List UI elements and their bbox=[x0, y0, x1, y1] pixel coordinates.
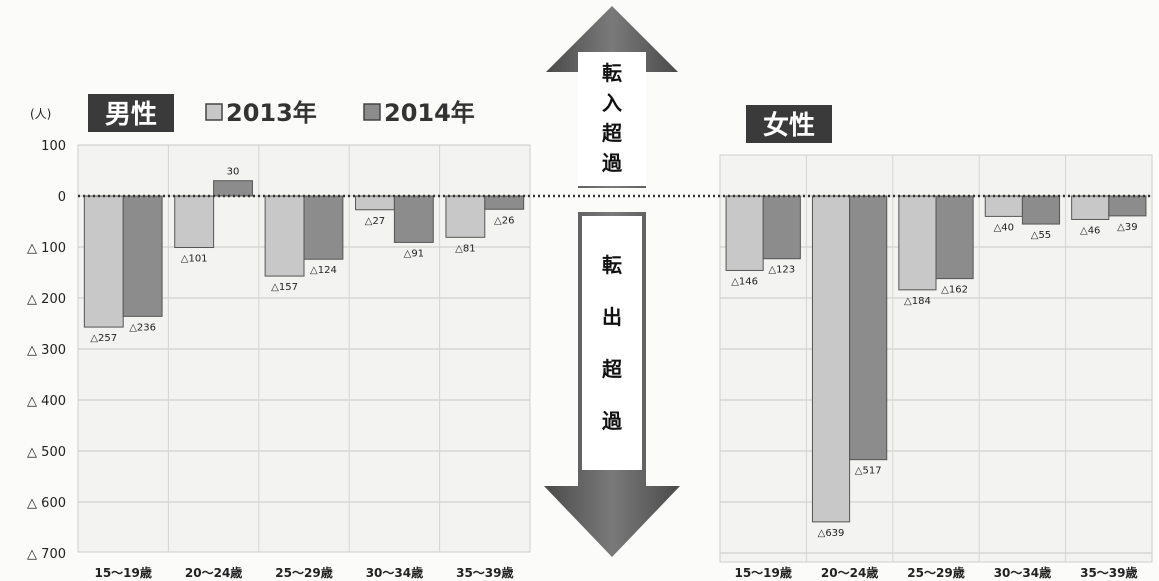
male-bar-2013年-25〜29歳 bbox=[264, 195, 305, 277]
male-title-box bbox=[88, 94, 174, 132]
arrow-up-label-char: 過 bbox=[602, 151, 623, 175]
male-data-label: △236 bbox=[129, 322, 156, 333]
legend-label-2014: 2014年 bbox=[384, 99, 475, 127]
y-tick-label: △ 500 bbox=[27, 445, 66, 460]
y-tick-label: △ 600 bbox=[27, 496, 66, 511]
female-title: 女性 bbox=[763, 110, 815, 141]
female-bar-2014年-30〜34歳 bbox=[1021, 195, 1061, 225]
male-x-tick-label: 35〜39歳 bbox=[456, 565, 513, 580]
arrow-down-label-char: 出 bbox=[602, 305, 622, 329]
male-data-label: △124 bbox=[310, 265, 337, 276]
male-bar-2013年-15〜19歳 bbox=[83, 195, 124, 328]
y-tick-label: 0 bbox=[58, 190, 66, 205]
y-tick-label: △ 300 bbox=[27, 343, 66, 358]
female-data-label: △40 bbox=[994, 222, 1014, 233]
female-x-tick-label: 30〜34歳 bbox=[994, 565, 1051, 580]
male-bar-2014年-25〜29歳 bbox=[303, 195, 344, 260]
female-bar-2013年-30〜34歳 bbox=[984, 195, 1023, 217]
male-x-tick-label: 25〜29歳 bbox=[275, 565, 332, 580]
male-bars: △257 △101 △157 △27 △81 △236 30 △124 △91 △26 bbox=[83, 167, 525, 344]
female-bar-2013年-25〜29歳 bbox=[898, 195, 937, 291]
male-bar-2013年-20〜24歳 bbox=[174, 195, 215, 249]
female-data-label: △184 bbox=[904, 296, 931, 307]
legend-swatch-2014 bbox=[363, 103, 381, 121]
arrow-down-label-char: 転 bbox=[602, 253, 622, 277]
female-data-label: △39 bbox=[1117, 222, 1137, 233]
male-data-label: △91 bbox=[404, 248, 424, 259]
female-data-label: △123 bbox=[768, 265, 795, 276]
male-data-label: △81 bbox=[455, 243, 475, 254]
male-bar-2013年-30〜34歳 bbox=[355, 195, 395, 211]
female-bar-2013年-35〜39歳 bbox=[1071, 195, 1110, 220]
male-data-label: △26 bbox=[494, 215, 514, 226]
female-data-label: △46 bbox=[1080, 225, 1100, 236]
y-tick-label: △ 400 bbox=[27, 394, 66, 409]
male-bar-2014年-15〜19歳 bbox=[122, 195, 163, 317]
arrow-down-label-box bbox=[582, 216, 642, 470]
male-x-tick-label: 15〜19歳 bbox=[94, 565, 151, 580]
female-bar-2014年-15〜19歳 bbox=[762, 195, 801, 260]
legend-swatch-2013 bbox=[205, 103, 223, 121]
male-bar-2013年-35〜39歳 bbox=[445, 195, 486, 238]
arrow-up-label-char: 入 bbox=[602, 91, 622, 115]
arrow-up-label-char: 転 bbox=[602, 61, 622, 85]
male-data-label: △257 bbox=[90, 333, 117, 344]
arrow-down-label-char: 過 bbox=[602, 409, 623, 433]
arrow-up-label-char: 超 bbox=[601, 121, 623, 145]
female-x-tick-label: 25〜29歳 bbox=[907, 565, 964, 580]
female-title-box bbox=[746, 105, 832, 143]
legend-label-2013: 2013年 bbox=[226, 99, 317, 127]
female-bar-2014年-20〜24歳 bbox=[849, 195, 888, 461]
male-data-label: △27 bbox=[365, 216, 385, 227]
male-bar-2014年-30〜34歳 bbox=[393, 195, 434, 243]
male-bar-2014年-20〜24歳 bbox=[213, 180, 253, 197]
unit-label: (人) bbox=[30, 107, 51, 121]
female-bar-2013年-20〜24歳 bbox=[811, 195, 851, 523]
arrow-down-label-char: 超 bbox=[601, 357, 623, 381]
y-tick-label: △ 100 bbox=[27, 241, 66, 256]
male-x-tick-label: 30〜34歳 bbox=[366, 565, 423, 580]
female-x-tick-label: 15〜19歳 bbox=[734, 565, 791, 580]
y-tick-label: 100 bbox=[41, 139, 66, 154]
female-data-label: △146 bbox=[731, 276, 758, 287]
male-bar-2014年-35〜39歳 bbox=[484, 195, 525, 210]
y-tick-label: △ 700 bbox=[27, 547, 66, 562]
arrow-up-label-box bbox=[578, 52, 646, 186]
female-bar-2014年-35〜39歳 bbox=[1108, 195, 1147, 217]
female-x-tick-label: 20〜24歳 bbox=[821, 565, 878, 580]
female-x-tick-label: 35〜39歳 bbox=[1080, 565, 1137, 580]
female-data-label: △162 bbox=[941, 285, 968, 296]
male-title: 男性 bbox=[105, 100, 157, 130]
female-bar-2013年-15〜19歳 bbox=[725, 195, 764, 271]
y-tick-label: △ 200 bbox=[27, 292, 66, 307]
male-data-label: 30 bbox=[227, 167, 240, 178]
male-data-label: △101 bbox=[181, 254, 208, 265]
male-data-label: △157 bbox=[271, 282, 298, 293]
female-data-label: △639 bbox=[818, 528, 845, 539]
male-y-axis: 100 0 △ 100 △ 200 △ 300 △ 400 △ 500 △ 600 △ 700 bbox=[27, 139, 66, 562]
female-x-axis: 15〜19歳 20〜24歳 25〜29歳 30〜34歳 35〜39歳 bbox=[734, 565, 1137, 580]
female-bar-2014年-25〜29歳 bbox=[935, 195, 974, 280]
female-data-label: △517 bbox=[855, 466, 882, 477]
male-x-tick-label: 20〜24歳 bbox=[185, 565, 242, 580]
female-bars: △146 △639 △184 △40 △46 △123 △517 △162 △55 △39 bbox=[725, 195, 1147, 539]
female-data-label: △55 bbox=[1031, 230, 1051, 241]
male-x-axis: 15〜19歳 20〜24歳 25〜29歳 30〜34歳 35〜39歳 bbox=[94, 565, 513, 580]
